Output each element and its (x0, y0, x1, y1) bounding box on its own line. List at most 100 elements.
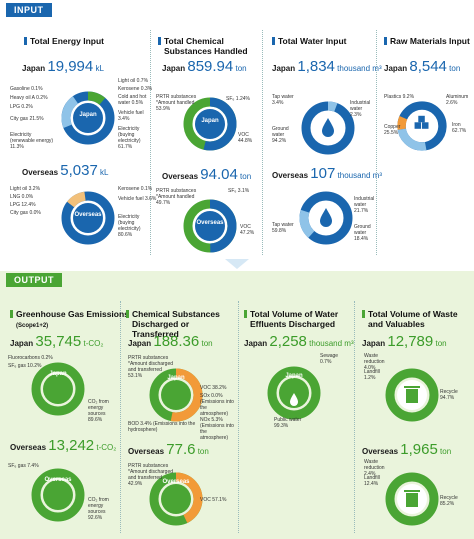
energy-japan-item: Kerosene 0.3% (118, 86, 153, 92)
energy-overseas-item: Electricity (buying electricity) 80.6% (118, 214, 141, 238)
ghg-title: Greenhouse Gas Emissions (Scope1+2) (10, 309, 129, 329)
raw-japan-donut (397, 101, 447, 151)
chemical-overseas-total: Overseas 94.04 ton (162, 166, 252, 183)
raw-japan-item: Aluminum 2.6% (446, 94, 469, 106)
chemdis-japan-center: Japan (167, 375, 185, 381)
input-tag: INPUT (6, 3, 52, 17)
chemdis-title: Chemical Substances Discharged or Transf… (126, 309, 232, 339)
divider (150, 30, 152, 255)
ghg-japan-item: SF₆ gas 10.2% (8, 363, 42, 369)
chemical-overseas-donut (183, 199, 237, 253)
chemdis-japan-item: SOx 0.0% (Emissions into the atmosphere) (200, 393, 234, 417)
raw-japan-item: Copper 25.5% (384, 124, 401, 136)
effluent-japan-item: Sewage 0.7% (320, 353, 339, 365)
chemical-overseas-item: PRTR substances *Amount handled 49.7% (156, 188, 197, 206)
energy-japan-item: LPG 0.2% (10, 104, 33, 110)
waste-overseas-item: Waste reduction 2.4% (364, 459, 385, 477)
flow-arrow (225, 259, 249, 269)
effluent-japan-center: Japan (285, 373, 303, 379)
water-japan-item: Industrial water 2.3% (350, 100, 371, 118)
energy-overseas-center: Overseas (74, 212, 102, 218)
energy-japan-item: Light oil 0.7% (118, 78, 149, 84)
chemical-japan-center: Japan (201, 118, 219, 124)
water-japan-total: Japan 1,834 thousand m³ (272, 58, 382, 75)
energy-overseas-item: City gas 0.0% (10, 210, 41, 216)
ghg-overseas-donut (31, 468, 85, 522)
effluent-japan-donut (267, 366, 321, 420)
energy-overseas-item: LPG 12.4% (10, 202, 36, 208)
waste-overseas-item: Landfill 12.4% (364, 475, 380, 487)
chemdis-japan-item: PRTR substances *Amount discharged and t… (128, 355, 174, 379)
waste-overseas-donut (385, 472, 439, 526)
ghg-japan-total: Japan 35,745 t-CO₂ (10, 333, 104, 350)
water-title: Total Water Input (271, 36, 347, 46)
water-overseas-item: Industrial water 21.7% (354, 196, 375, 214)
energy-overseas-total: Overseas 5,037 kL (22, 162, 109, 179)
chemdis-japan-item: NOx 5.3% (Emissions into the atmosphere) (200, 417, 234, 441)
effluent-japan-total: Japan 2,258 thousand m³ (244, 333, 354, 350)
energy-overseas-donut (61, 191, 115, 245)
divider (262, 30, 264, 255)
chemical-japan-total: Japan 859.94 ton (162, 58, 247, 75)
chemical-overseas-item: VOC 47.2% (240, 224, 255, 236)
chemical-japan-item: PRTR substances *Amount handled 53.9% (156, 94, 197, 112)
energy-japan-donut (61, 91, 115, 145)
waste-japan-item: Recycle 94.7% (440, 389, 458, 401)
output-section: OUTPUT Greenhouse Gas Emissions (Scope1+2… (0, 271, 474, 539)
energy-japan-item: City gas 21.5% (10, 116, 44, 122)
energy-overseas-item: Vehicle fuel 3.6% (118, 196, 157, 202)
chemdis-overseas-total: Overseas 77.6 ton (128, 441, 209, 458)
raw-japan-total: Japan 8,544 ton (384, 58, 461, 75)
energy-japan-total: Japan 19,994 kL (22, 58, 104, 75)
waste-japan-total: Japan 12,789 ton (362, 333, 447, 350)
energy-overseas-item: Kerosene 0.1% (118, 186, 153, 192)
chemdis-japan-item: BOD 3.4% (Emissions into the hydrosphere… (128, 421, 196, 433)
ghg-overseas-item: SF₆ gas 7.4% (8, 463, 39, 469)
energy-japan-center: Japan (79, 112, 97, 118)
waste-japan-item: Waste reduction 4.0% (364, 353, 385, 371)
chemical-title: Total Chemical Substances Handled (158, 36, 259, 56)
water-overseas-donut (299, 191, 353, 245)
waste-japan-item: Landfill 1.2% (364, 369, 380, 381)
water-overseas-total: Overseas 107 thousand m³ (272, 165, 382, 182)
energy-japan-item: Cold and hot water 0.5% (118, 94, 147, 106)
energy-overseas-item: Light oil 3.2% (10, 186, 41, 192)
chemdis-overseas-item: PRTR substances *Amount discharged and t… (128, 463, 174, 487)
output-tag: OUTPUT (6, 273, 62, 287)
energy-japan-item: Electricity (buying electricity) 61.7% (118, 126, 141, 150)
chemdis-overseas-item: VOC 57.1% (200, 497, 227, 503)
chemdis-overseas-center: Overseas (162, 479, 190, 485)
raw-japan-item: Plastics 9.2% (384, 94, 415, 100)
chemical-overseas-center: Overseas (196, 220, 224, 226)
chemdis-japan-donut (149, 368, 203, 422)
chemdis-overseas-donut (149, 472, 203, 526)
water-japan-donut (301, 101, 355, 155)
effluent-title: Total Volume of Water Effluents Discharg… (244, 309, 350, 329)
energy-japan-item: Electricity (renewable energy) 11.3% (10, 132, 54, 150)
ghg-japan-donut (31, 362, 85, 416)
raw-title: Raw Materials Input (384, 36, 470, 46)
energy-japan-item: Gasoline 0.1% (10, 86, 43, 92)
divider (376, 30, 378, 255)
raw-japan-item: Iron 62.7% (452, 122, 467, 134)
ghg-japan-center: Japan (49, 371, 67, 377)
energy-title: Total Energy Input (24, 36, 104, 46)
chemical-japan-item: VOC 44.8% (238, 132, 253, 144)
divider (120, 301, 122, 533)
waste-japan-donut (385, 368, 439, 422)
input-section: INPUT Total Energy Input Japan 19,994 kL… (0, 0, 474, 269)
chemdis-japan-item: VOC 38.2% (200, 385, 227, 391)
water-overseas-item: Ground water 18.4% (354, 224, 371, 242)
ghg-overseas-total: Overseas 13,242 t-CO₂ (10, 437, 117, 454)
energy-japan-item: Heavy oil A 0.2% (10, 95, 48, 101)
water-japan-item: Tap water 3.4% (272, 94, 294, 106)
waste-overseas-total: Overseas 1,965 ton (362, 441, 452, 458)
ghg-japan-item: CO₂ from energy sources 89.6% (88, 399, 109, 423)
divider (238, 301, 240, 533)
energy-japan-item: Vehicle fuel 3.4% (118, 110, 144, 122)
ghg-overseas-item: CO₂ from energy sources 92.6% (88, 497, 109, 521)
effluent-japan-item: Public water 99.3% (274, 417, 302, 429)
chemical-japan-item: SF₆ 1.24% (226, 96, 250, 102)
ghg-overseas-center: Overseas (44, 477, 72, 483)
water-japan-item: Ground water 94.2% (272, 126, 289, 144)
